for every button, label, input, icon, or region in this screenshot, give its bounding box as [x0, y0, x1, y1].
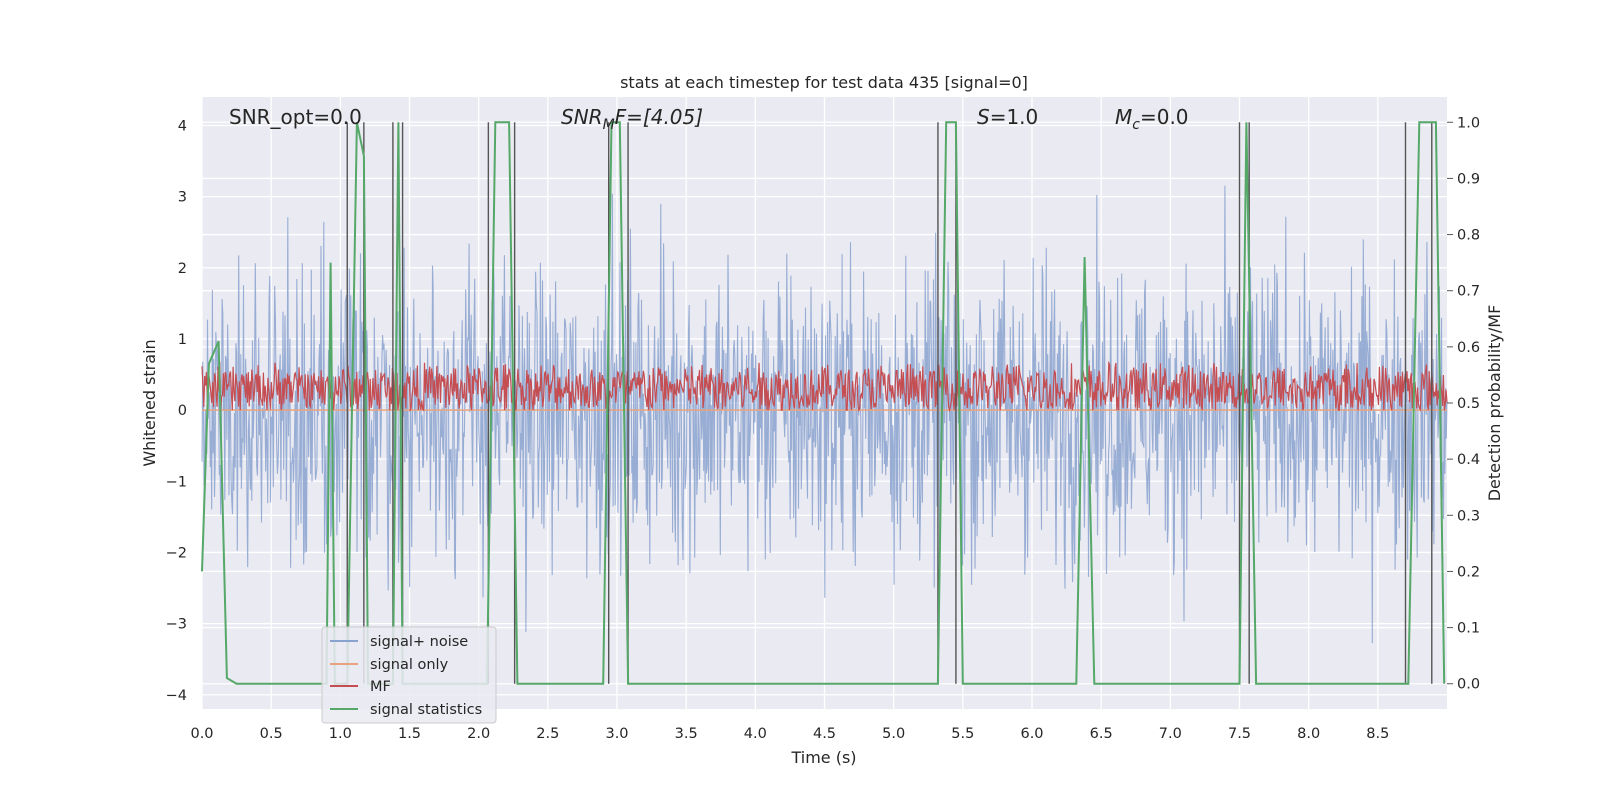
- legend-box: [321, 626, 497, 724]
- x-tick-label: 5.5: [951, 726, 974, 742]
- y-left-tick-label: −3: [166, 617, 187, 633]
- y-left-tick-label: −4: [166, 688, 187, 704]
- legend-label-signal-statistics: signal statistics: [370, 702, 482, 718]
- y-right-tick-label: 0.2: [1457, 564, 1480, 580]
- x-tick-label: 8.0: [1297, 726, 1320, 742]
- annotation-snr-mf-prefix: SNR: [561, 105, 603, 129]
- annotation-snr-opt: SNR_opt=0.0: [229, 105, 362, 129]
- x-tick-label: 4.0: [744, 726, 767, 742]
- y-right-tick-label: 0.0: [1457, 677, 1480, 693]
- x-tick-label: 6.5: [1090, 726, 1113, 742]
- y-right-axis-label: Detection probability/MF: [1485, 305, 1504, 502]
- x-tick-label: 2.5: [536, 726, 559, 742]
- annotation-mc: Mc=0.0: [1115, 105, 1189, 133]
- x-tick-label: 0.5: [260, 726, 283, 742]
- annotation-snr-mf: SNRMF=[4.05]: [561, 105, 703, 133]
- chart-title: stats at each timestep for test data 435…: [620, 73, 1028, 92]
- y-left-tick-label: 2: [178, 261, 187, 277]
- legend-label-signal-only: signal only: [370, 657, 449, 673]
- y-right-tick-label: 1.0: [1457, 115, 1480, 131]
- legend-label-signal-noise: signal+ noise: [370, 634, 468, 650]
- y-right-tick-labels: 1.0 0.9 0.8 0.7 0.6 0.5 0.4 0.3 0.2 0.1 0.0: [1447, 115, 1480, 693]
- annotation-mc-var: M: [1115, 105, 1132, 129]
- x-axis-label: Time (s): [790, 748, 856, 767]
- y-left-tick-label: −2: [166, 545, 187, 561]
- y-left-tick-label: 0: [178, 403, 187, 419]
- x-tick-label: 3.5: [675, 726, 698, 742]
- x-tick-label: 7.5: [1228, 726, 1251, 742]
- annotation-s: S=1.0: [977, 105, 1038, 129]
- legend: signal+ noise signal only MF signal stat…: [321, 626, 497, 724]
- x-tick-label: 3.0: [605, 726, 628, 742]
- annotation-snr-mf-suffix: F=[4.05]: [615, 105, 703, 129]
- y-right-tick-label: 0.3: [1457, 508, 1480, 524]
- legend-label-mf: MF: [370, 679, 391, 695]
- x-tick-label: 0.0: [190, 726, 213, 742]
- y-right-tick-label: 0.8: [1457, 228, 1480, 244]
- x-tick-label: 4.5: [813, 726, 836, 742]
- annotation-mc-sub: c: [1132, 117, 1140, 133]
- y-right-tick-label: 0.6: [1457, 340, 1480, 356]
- x-tick-label: 7.0: [1159, 726, 1182, 742]
- x-tick-label: 2.0: [467, 726, 490, 742]
- y-right-tick-label: 0.1: [1457, 621, 1480, 637]
- y-right-tick-label: 0.4: [1457, 452, 1480, 468]
- y-right-tick-label: 0.7: [1457, 284, 1480, 300]
- y-left-tick-labels: 4 3 2 1 0 −1 −2 −3 −4: [166, 118, 187, 703]
- x-tick-label: 5.0: [882, 726, 905, 742]
- annotation-mc-val: =0.0: [1140, 105, 1189, 129]
- y-left-tick-label: 1: [178, 332, 187, 348]
- x-tick-label: 1.5: [398, 726, 421, 742]
- y-left-axis-label: Whitened strain: [140, 339, 159, 466]
- x-tick-label: 8.5: [1366, 726, 1389, 742]
- x-tick-labels: 0.0 0.5 1.0 1.5 2.0 2.5 3.0 3.5 4.0 4.5 5.0 5.5 6.0 6…: [190, 726, 1389, 742]
- y-right-tick-label: 0.5: [1457, 396, 1480, 412]
- y-left-tick-label: 3: [178, 190, 187, 206]
- y-left-tick-label: −1: [166, 474, 187, 490]
- x-tick-label: 1.0: [329, 726, 352, 742]
- annotation-snr-mf-sub: M: [603, 117, 615, 133]
- y-left-tick-label: 4: [178, 118, 187, 134]
- annotation-s-val: =1.0: [990, 105, 1039, 129]
- x-tick-label: 6.0: [1020, 726, 1043, 742]
- annotation-s-var: S: [977, 105, 990, 129]
- y-right-tick-label: 0.9: [1457, 171, 1480, 187]
